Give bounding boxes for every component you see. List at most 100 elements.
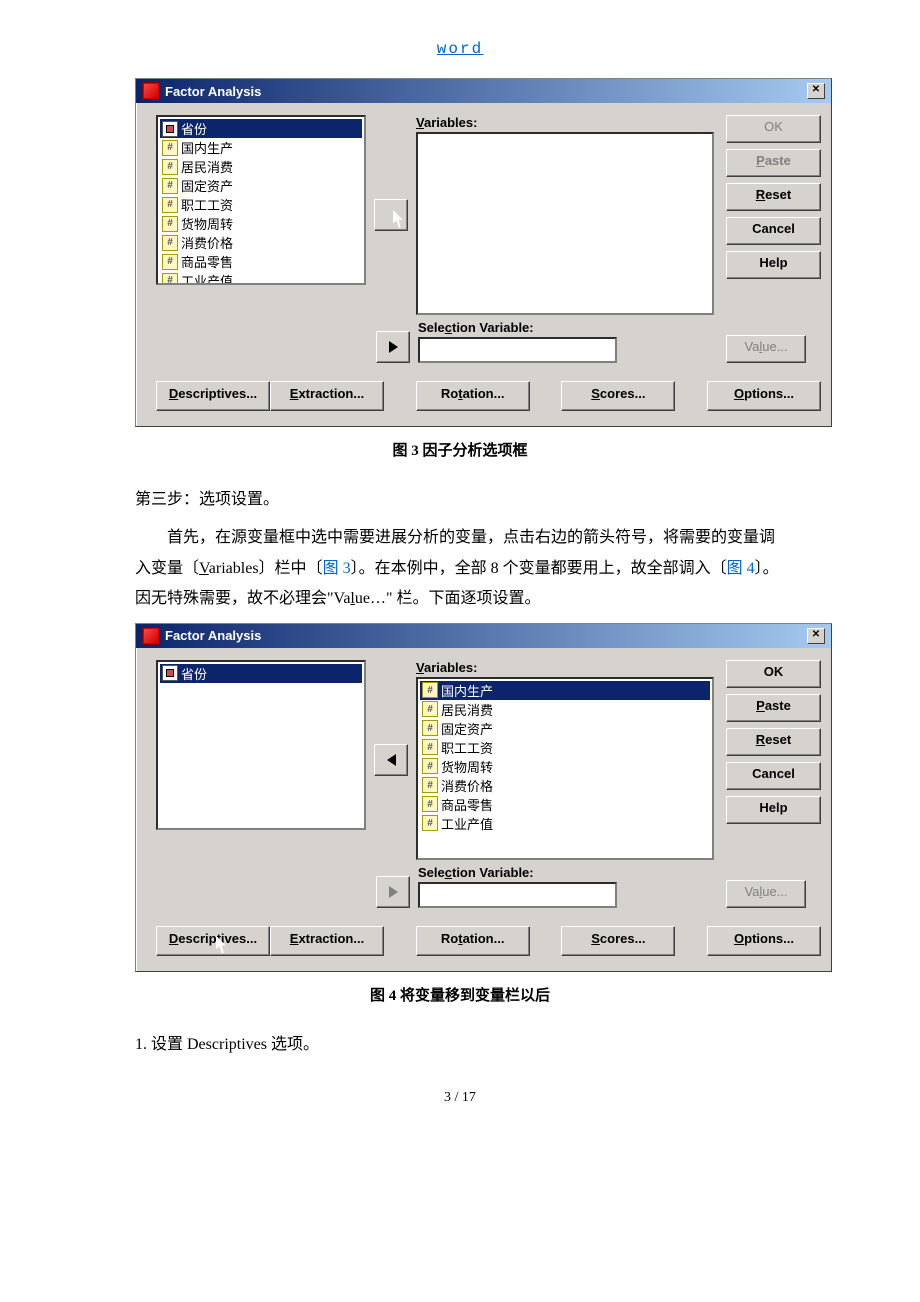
nominal-icon: [162, 665, 178, 681]
variable-item[interactable]: 商品零售: [420, 795, 710, 814]
variable-label: 固定资产: [181, 176, 233, 195]
move-buttons-col: [366, 115, 416, 315]
rotation-button[interactable]: Rotation...: [416, 381, 530, 411]
source-col: 省份国内生产居民消费固定资产职工工资货物周转消费价格商品零售工业产值: [156, 115, 366, 315]
scale-icon: [422, 720, 438, 736]
paste-button[interactable]: Paste: [726, 694, 821, 722]
variables-label: Variables:: [416, 660, 714, 675]
variables-col: Variables: 国内生产居民消费固定资产职工工资货物周转消费价格商品零售工…: [416, 660, 714, 860]
reset-button[interactable]: Reset: [726, 728, 821, 756]
nominal-icon: [162, 121, 178, 137]
variable-label: 货物周转: [181, 214, 233, 233]
extraction-button[interactable]: Extraction...: [270, 381, 384, 411]
scale-icon: [422, 682, 438, 698]
bottom-buttons: Descriptives... Extraction... Rotation..…: [136, 918, 831, 971]
variable-label: 国内生产: [441, 681, 493, 700]
scores-button[interactable]: Scores...: [561, 926, 675, 956]
variable-label: 货物周转: [441, 757, 493, 776]
variable-item[interactable]: 固定资产: [420, 719, 710, 738]
variable-label: 工业产值: [441, 814, 493, 833]
paragraph-3: 1. 设置 Descriptives 选项。: [135, 1030, 785, 1060]
source-listbox[interactable]: 省份: [156, 660, 366, 830]
scale-icon: [422, 701, 438, 717]
variable-label: 商品零售: [181, 252, 233, 271]
reset-button[interactable]: Reset: [726, 183, 821, 211]
scale-icon: [162, 235, 178, 251]
titlebar: Factor Analysis ✕: [136, 624, 831, 648]
move-selection-button[interactable]: [376, 876, 410, 908]
move-selection-button[interactable]: [376, 331, 410, 363]
variable-label: 居民消费: [181, 157, 233, 176]
paragraph-1: 第三步：选项设置。: [135, 485, 785, 515]
variable-item[interactable]: 职工工资: [160, 195, 362, 214]
variable-label: 国内生产: [181, 138, 233, 157]
ref-figure-4: 图 4: [727, 560, 755, 577]
variables-listbox[interactable]: 国内生产居民消费固定资产职工工资货物周转消费价格商品零售工业产值: [416, 677, 714, 860]
cancel-button[interactable]: Cancel: [726, 762, 821, 790]
titlebar: Factor Analysis ✕: [136, 79, 831, 103]
value-button[interactable]: Value...: [726, 880, 806, 908]
dialog-title: Factor Analysis: [165, 84, 261, 99]
ok-button[interactable]: OK: [726, 660, 821, 688]
bottom-buttons: Descriptives... Extraction... Rotation..…: [136, 373, 831, 426]
variable-label: 固定资产: [441, 719, 493, 738]
variables-listbox[interactable]: [416, 132, 714, 315]
help-button[interactable]: Help: [726, 796, 821, 824]
app-icon: [142, 627, 160, 645]
factor-analysis-dialog-2: Factor Analysis ✕ 省份 Variables: 国内生产居民消费…: [135, 623, 832, 972]
selection-row: Selection Variable: Value...: [136, 320, 831, 373]
scores-button[interactable]: Scores...: [561, 381, 675, 411]
value-button[interactable]: Value...: [726, 335, 806, 363]
descriptives-button[interactable]: Descriptives...: [156, 926, 270, 956]
variable-label: 消费价格: [441, 776, 493, 795]
scale-icon: [422, 758, 438, 774]
variable-item[interactable]: 商品零售: [160, 252, 362, 271]
variable-item[interactable]: 固定资产: [160, 176, 362, 195]
selection-listbox[interactable]: [418, 882, 617, 908]
variable-item[interactable]: 工业产值: [420, 814, 710, 833]
variable-item[interactable]: 居民消费: [420, 700, 710, 719]
variable-item[interactable]: 货物周转: [160, 214, 362, 233]
variable-label: 工业产值: [181, 271, 233, 285]
variable-label: 商品零售: [441, 795, 493, 814]
extraction-button[interactable]: Extraction...: [270, 926, 384, 956]
close-icon[interactable]: ✕: [807, 83, 825, 99]
variable-item[interactable]: 省份: [160, 119, 362, 138]
paste-button[interactable]: Paste: [726, 149, 821, 177]
variable-item[interactable]: 货物周转: [420, 757, 710, 776]
variable-item[interactable]: 居民消费: [160, 157, 362, 176]
variable-item[interactable]: 消费价格: [160, 233, 362, 252]
move-buttons-col: [366, 660, 416, 860]
variable-item[interactable]: 国内生产: [420, 681, 710, 700]
help-button[interactable]: Help: [726, 251, 821, 279]
scale-icon: [422, 815, 438, 831]
paragraph-2: 首先，在源变量框中选中需要进展分析的变量，点击右边的箭头符号，将需要的变量调入变…: [135, 523, 785, 614]
source-listbox[interactable]: 省份国内生产居民消费固定资产职工工资货物周转消费价格商品零售工业产值: [156, 115, 366, 285]
descriptives-button[interactable]: Descriptives...: [156, 381, 270, 411]
scale-icon: [162, 140, 178, 156]
variable-item[interactable]: 国内生产: [160, 138, 362, 157]
scale-icon: [162, 216, 178, 232]
options-button[interactable]: Options...: [707, 926, 821, 956]
page-header-link: word: [135, 40, 785, 58]
variable-label: 职工工资: [181, 195, 233, 214]
variable-item[interactable]: 消费价格: [420, 776, 710, 795]
scale-icon: [162, 178, 178, 194]
ok-button[interactable]: OK: [726, 115, 821, 143]
variable-label: 省份: [181, 664, 207, 683]
move-right-button[interactable]: [374, 199, 408, 231]
selection-listbox[interactable]: [418, 337, 617, 363]
scale-icon: [162, 254, 178, 270]
close-icon[interactable]: ✕: [807, 628, 825, 644]
ref-figure-3: 图 3: [323, 560, 351, 577]
cancel-button[interactable]: Cancel: [726, 217, 821, 245]
variable-item[interactable]: 工业产值: [160, 271, 362, 285]
rotation-button[interactable]: Rotation...: [416, 926, 530, 956]
options-button[interactable]: Options...: [707, 381, 821, 411]
move-left-button[interactable]: [374, 744, 408, 776]
variable-item[interactable]: 职工工资: [420, 738, 710, 757]
figure-4-caption: 图 4 将变量移到变量栏以后: [135, 984, 785, 1005]
scale-icon: [162, 159, 178, 175]
app-icon: [142, 82, 160, 100]
variable-item[interactable]: 省份: [160, 664, 362, 683]
